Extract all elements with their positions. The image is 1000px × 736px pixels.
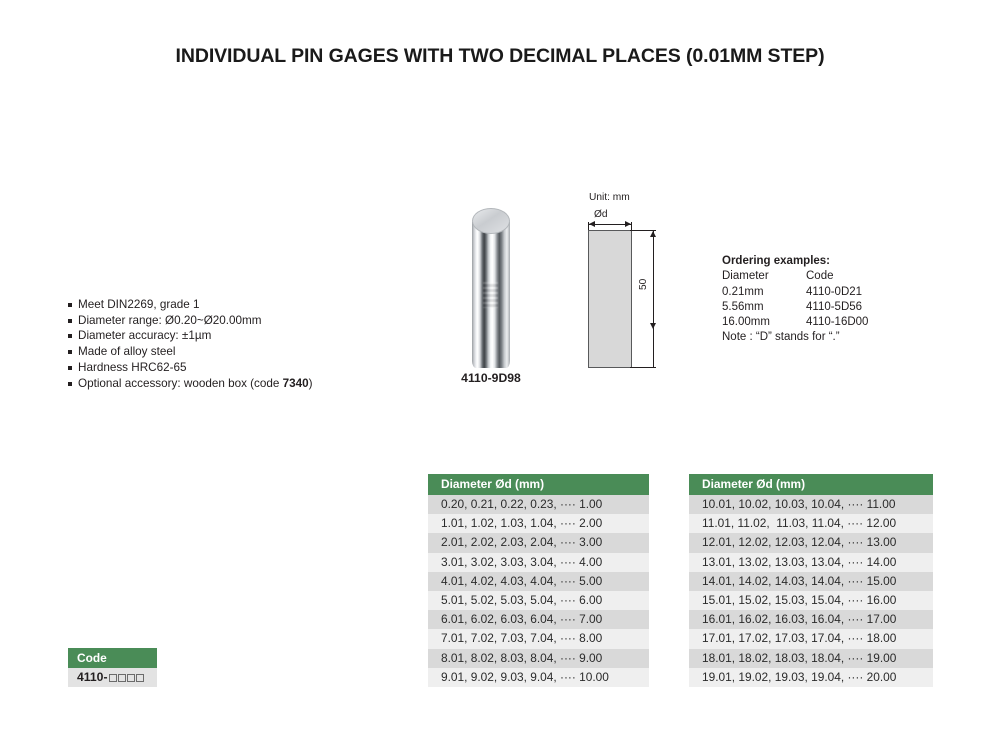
feature-label: Hardness HRC62-65 [78,360,187,374]
ordering-diameter-value: 16.00mm [722,316,770,329]
ordering-header-row: Diameter Code [722,269,942,284]
table-row: 10.01, 10.02, 10.03, 10.04, ···· 11.00 [689,495,933,515]
product-code-caption: 4110-9D98 [461,371,521,385]
square-bullet-icon [68,303,72,307]
table-row: 2.01, 2.02, 2.03, 2.04, ···· 3.00 [428,533,649,553]
vertical-dimension-line [653,230,654,368]
blank-square-icon [126,673,135,682]
diameter-table-left: Diameter Ød (mm) 0.20, 0.21, 0.22, 0.23,… [428,474,649,687]
arrow-right-icon [625,221,631,227]
code-prefix: 4110- [77,670,108,684]
arrow-up-icon [650,231,656,237]
table-row: 16.01, 16.02, 16.03, 16.04, ···· 17.00 [689,610,933,630]
code-box: Code 4110- [68,648,157,687]
blank-square-icon [108,673,117,682]
table-row: 18.01, 18.02, 18.03, 18.04, ···· 19.00 [689,648,933,668]
ordering-code-value: 4110-16D00 [806,316,869,329]
table-row: 14.01, 14.02, 14.03, 14.04, ···· 15.00 [689,571,933,591]
pin-gage-photo [466,208,516,370]
code-blank-squares [108,673,144,682]
table-row: 1.01, 1.02, 1.03, 1.04, ···· 2.00 [428,514,649,534]
ordering-code-value: 4110-5D56 [806,300,863,313]
list-item: Diameter accuracy: ±1µm [68,328,398,344]
table-row: 17.01, 17.02, 17.03, 17.04, ···· 18.00 [689,629,933,649]
list-item: Meet DIN2269, grade 1 [68,297,398,313]
table-row: 5.01, 5.02, 5.03, 5.04, ···· 6.00 [428,590,649,611]
list-item: Diameter range: Ø0.20~Ø20.00mm [68,313,398,329]
table-row: 11.01, 11.02, 11.03, 11.04, ···· 12.00 [689,514,933,534]
table-row: 12.01, 12.02, 12.03, 12.04, ···· 13.00 [689,533,933,553]
square-bullet-icon [68,334,72,339]
length-dimension-label: 50 [638,278,649,290]
feature-label: Diameter accuracy: ±1µm [78,329,212,343]
pin-gage-top-face [472,208,510,234]
table-row: 4.01, 4.02, 4.03, 4.04, ···· 5.00 [428,571,649,591]
feature-list: Meet DIN2269, grade 1 Diameter range: Ø0… [68,297,398,391]
horizontal-dimension-line [588,224,632,225]
ordering-col-diameter-header: Diameter [722,270,769,283]
diameter-table-right: Diameter Ød (mm) 10.01, 10.02, 10.03, 10… [689,474,933,687]
table-row: 7.01, 7.02, 7.03, 7.04, ···· 8.00 [428,629,649,649]
feature-label-accessory: Optional accessory: wooden box (code 734… [78,376,313,392]
accessory-code: 7340 [282,376,309,390]
square-bullet-icon [68,365,72,370]
dimension-extension-line-bottom [630,367,656,368]
pin-gage-cylinder [472,222,510,368]
page-title: INDIVIDUAL PIN GAGES WITH TWO DECIMAL PL… [175,45,825,67]
table-row: 3.01, 3.02, 3.03, 3.04, ···· 4.00 [428,552,649,572]
table-row: 13.01, 13.02, 13.03, 13.04, ···· 14.00 [689,552,933,572]
unit-label: Unit: mm [589,192,630,203]
ordering-examples-title: Ordering examples: [722,255,831,267]
table-header-diameter: Diameter Ød (mm) [428,474,649,495]
ordering-code-value: 4110-0D21 [806,285,863,298]
square-bullet-icon [68,381,72,386]
list-item: Optional accessory: wooden box (code 734… [68,376,398,392]
table-row: 0.21mm 4110-0D21 [722,285,942,300]
blank-square-icon [117,673,126,682]
arrow-down-icon [650,323,656,329]
accessory-suffix: ) [308,376,313,390]
feature-label: Meet DIN2269, grade 1 [78,298,200,311]
pin-gage-side-profile [588,230,632,368]
ordering-col-code-header: Code [806,270,834,283]
table-row: 5.56mm 4110-5D56 [722,300,942,315]
arrow-left-icon [589,221,595,227]
feature-label: Diameter range: Ø0.20~Ø20.00mm [78,313,262,327]
table-header-diameter: Diameter Ød (mm) [689,474,933,495]
square-bullet-icon [68,318,72,323]
list-item: Hardness HRC62-65 [68,360,398,376]
square-bullet-icon [68,350,72,355]
dimension-extension-line-left [588,222,589,232]
table-row: 6.01, 6.02, 6.03, 6.04, ···· 7.00 [428,610,649,630]
table-row: 19.01, 19.02, 19.03, 19.04, ···· 20.00 [689,667,933,687]
code-box-header: Code [68,648,157,668]
blank-square-icon [135,673,144,682]
accessory-prefix: Optional accessory: wooden box (code [78,376,283,390]
table-row: 0.20, 0.21, 0.22, 0.23, ···· 1.00 [428,495,649,515]
ordering-diameter-value: 5.56mm [722,300,764,313]
ordering-examples: Ordering examples: Diameter Code 0.21mm … [722,254,942,346]
technical-drawing: Unit: mm Ød 50 [560,192,670,377]
table-row: 16.00mm 4110-16D00 [722,315,942,330]
ordering-note: Note : “D” stands for “.” [722,331,840,344]
diameter-dimension-label: Ød [594,209,608,220]
table-row: 9.01, 9.02, 9.03, 9.04, ···· 10.00 [428,667,649,687]
code-box-value: 4110- [68,668,157,687]
dimension-extension-line-top [630,230,656,231]
dimension-extension-line-right [631,222,632,232]
table-row: 15.01, 15.02, 15.03, 15.04, ···· 16.00 [689,590,933,611]
list-item: Made of alloy steel [68,344,398,360]
table-row: 8.01, 8.02, 8.03, 8.04, ···· 9.00 [428,648,649,668]
feature-label: Made of alloy steel [78,345,176,359]
ordering-diameter-value: 0.21mm [722,285,764,298]
